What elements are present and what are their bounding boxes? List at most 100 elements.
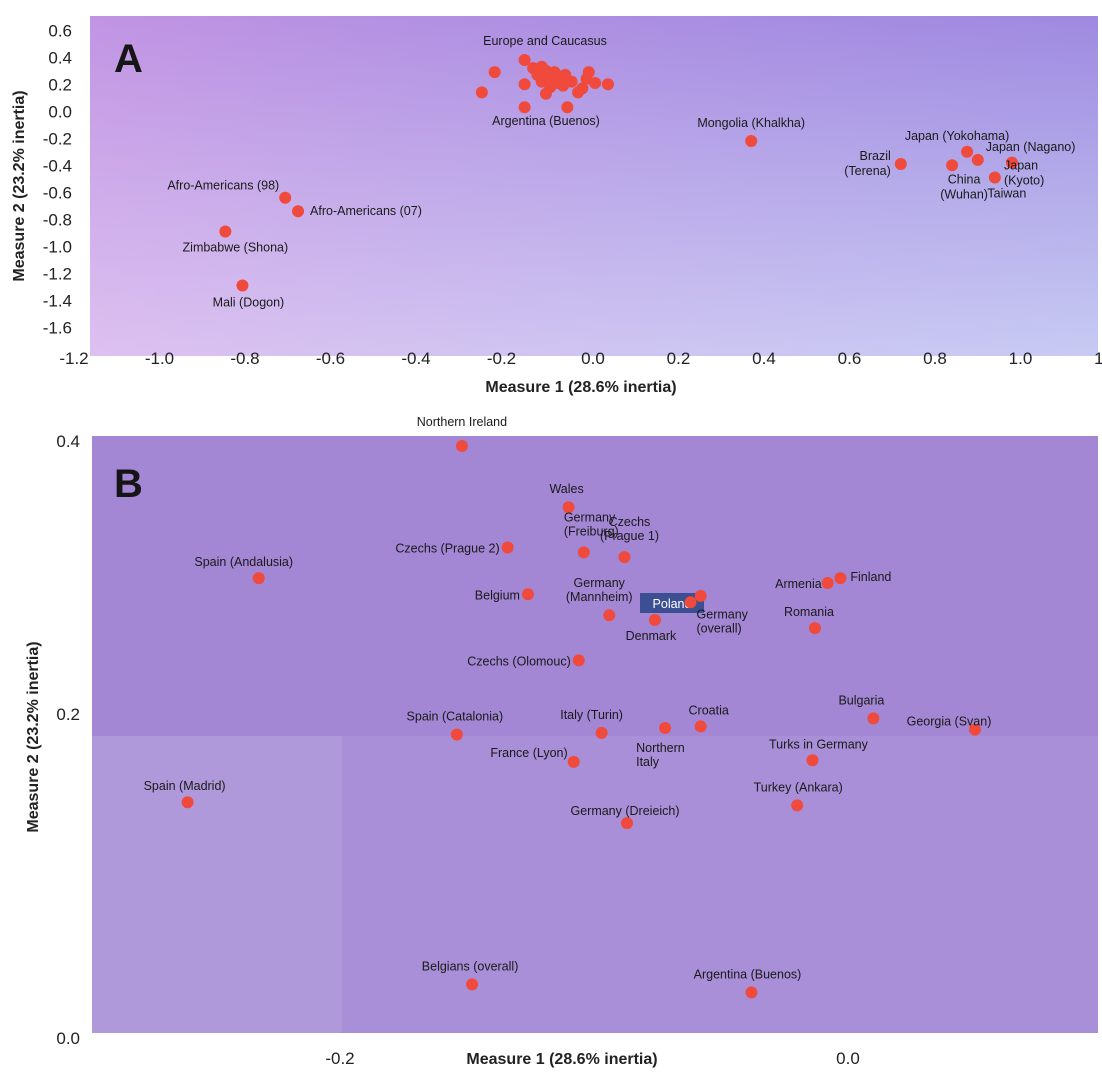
point-afro-americans-07 (292, 205, 305, 218)
label-croatia: Croatia (689, 703, 729, 717)
point-europe-cluster (561, 101, 574, 114)
panel-a-x-tick-label: 1.2 (1094, 349, 1102, 368)
label-france-lyon: France (Lyon) (490, 746, 567, 760)
panel-a-point-labels: Mongolia (Khalkha) Brazil(Terena) China(Wu… (167, 116, 1075, 309)
label-turkey-ankara: Turkey (Ankara) (754, 780, 843, 794)
label-wales: Wales (549, 482, 583, 496)
point-spain-andalusia (252, 572, 265, 585)
point-germany-dreieich (621, 817, 634, 830)
point-poland (694, 589, 707, 602)
panel-b-y-axis-label: Measure 2 (23.2% inertia) (25, 641, 42, 832)
panel-a-x-tick-label: -0.4 (401, 349, 430, 368)
point-europe-cluster (518, 78, 531, 91)
label-northern-italy: Northern (636, 741, 685, 755)
point-argentina-buenos (745, 986, 758, 999)
panel-a-x-tick-label: -1.2 (59, 349, 88, 368)
panel-a-y-tick-label: -1.6 (43, 318, 72, 337)
label-romania: Romania (784, 605, 834, 619)
point-northern-italy (659, 722, 672, 735)
point-europe-cluster (582, 66, 595, 79)
point-europe-cluster (601, 78, 614, 91)
panel-a-x-tick-label: 1.0 (1009, 349, 1033, 368)
point-germany-freiburg (577, 546, 590, 559)
point-europe-cluster (518, 54, 531, 66)
label-japan-yokohama: Japan (Yokohama) (905, 129, 1009, 143)
panel-a-x-tick-label: 0.2 (667, 349, 691, 368)
point-europe-cluster (475, 86, 488, 99)
point-europe-cluster (539, 87, 552, 100)
panel-a-y-tick-label: 0.2 (48, 75, 72, 94)
label-afro-americans-07: Afro-Americans (07) (310, 204, 422, 218)
label-china-wuhan: China (948, 172, 981, 186)
panel-a-x-tick-label: -1.0 (145, 349, 174, 368)
panel-b-y-ticks: 0.4 0.2 0.0 (56, 432, 80, 1048)
panel-a-y-tick-label: 0.0 (48, 102, 72, 121)
label-belgians-overall: Belgians (overall) (422, 959, 519, 973)
panel-b-x-tick-label: 0.0 (836, 1049, 860, 1068)
label-czechs-olomouc: Czechs (Olomouc) (467, 654, 571, 668)
point-northern-ireland (455, 439, 468, 452)
point-germany-overall (684, 596, 697, 609)
panel-b-point-labels: Northern Ireland Wales Czechs (Prague 2) Ge… (144, 415, 992, 981)
point-zimbabwe-shona (219, 225, 232, 238)
label-argentina-buenos: Argentina (Buenos) (694, 967, 802, 981)
point-czechs-prague-1 (618, 551, 631, 564)
panel-a-cluster-label: Europe and Caucasus (483, 34, 607, 48)
label-germany-overall: Germany (697, 607, 749, 621)
point-italy-turin (595, 726, 608, 739)
point-finland (834, 572, 847, 585)
label-belgium: Belgium (475, 588, 520, 602)
label-georgia-svan: Georgia (Svan) (907, 715, 992, 729)
panel-a-y-tick-label: -1.2 (43, 264, 72, 283)
panel-a-x-tick-label: 0.0 (581, 349, 605, 368)
label-denmark: Denmark (626, 629, 677, 643)
panel-a-y-tick-label: -0.2 (43, 129, 72, 148)
point-europe-cluster (565, 75, 578, 88)
label-czechs-prague-1: (Prague 1) (600, 529, 659, 543)
panel-a-x-axis-label: Measure 1 (28.6% inertia) (485, 379, 676, 396)
panel-a-y-axis-label: Measure 2 (23.2% inertia) (11, 90, 28, 281)
point-mali-dogon (236, 279, 249, 292)
label-northern-italy: Italy (636, 755, 660, 769)
panel-a-x-ticks: -1.2 -1.0 -0.8 -0.6 -0.4 -0.2 0.0 0.2 0.4 0.6 0.8 1… (59, 349, 1102, 368)
panel-b-y-tick-label: 0.0 (56, 1029, 80, 1048)
panel-a-y-tick-label: -1.0 (43, 237, 72, 256)
point-georgia-svan (969, 723, 981, 736)
panel-b: B 0.4 0.2 0.0 -0.2 0.0 Measure 1 (28.6% ine… (25, 415, 1098, 1068)
label-zimbabwe-shona: Zimbabwe (Shona) (183, 240, 289, 254)
point-croatia (694, 720, 707, 733)
panel-b-left-shade (92, 736, 342, 1033)
panel-a-y-tick-label: -0.6 (43, 183, 72, 202)
panel-a-y-tick-label: -0.4 (43, 156, 72, 175)
label-afro-americans-98: Afro-Americans (98) (167, 179, 279, 193)
label-bulgaria: Bulgaria (838, 693, 884, 707)
label-germany-mannheim: Germany (574, 576, 626, 590)
point-china-wuhan (946, 159, 959, 172)
panel-b-x-tick-label: -0.2 (325, 1049, 354, 1068)
poland-highlight-label: Poland (653, 597, 692, 611)
panel-a-x-tick-label: -0.8 (230, 349, 259, 368)
point-taiwan (988, 171, 1001, 184)
label-japan-nagano: Japan (Nagano) (986, 140, 1076, 154)
label-china-wuhan: (Wuhan) (940, 187, 988, 201)
label-brazil-terena: Brazil (860, 149, 891, 163)
label-germany-dreieich: Germany (Dreieich) (570, 804, 679, 818)
point-brazil-terena (894, 157, 907, 170)
point-afro-americans-98 (279, 191, 292, 204)
label-turks-in-germany: Turks in Germany (769, 737, 869, 751)
panel-a-x-tick-label: 0.8 (923, 349, 947, 368)
point-denmark (648, 614, 661, 627)
point-romania (808, 622, 821, 635)
label-japan-kyoto: (Kyoto) (1004, 174, 1044, 188)
point-belgium (521, 588, 534, 601)
point-czechs-olomouc (572, 654, 585, 667)
label-czechs-prague-1: Czechs (609, 515, 651, 529)
panel-a-points (219, 54, 1018, 292)
label-brazil-terena: (Terena) (844, 164, 891, 178)
label-germany-freiburg: Germany (564, 510, 616, 524)
label-taiwan: Taiwan (987, 186, 1026, 200)
label-spain-andalusia: Spain (Andalusia) (194, 555, 293, 569)
panel-a-y-tick-label: 0.4 (48, 48, 72, 67)
point-bulgaria (867, 712, 880, 725)
